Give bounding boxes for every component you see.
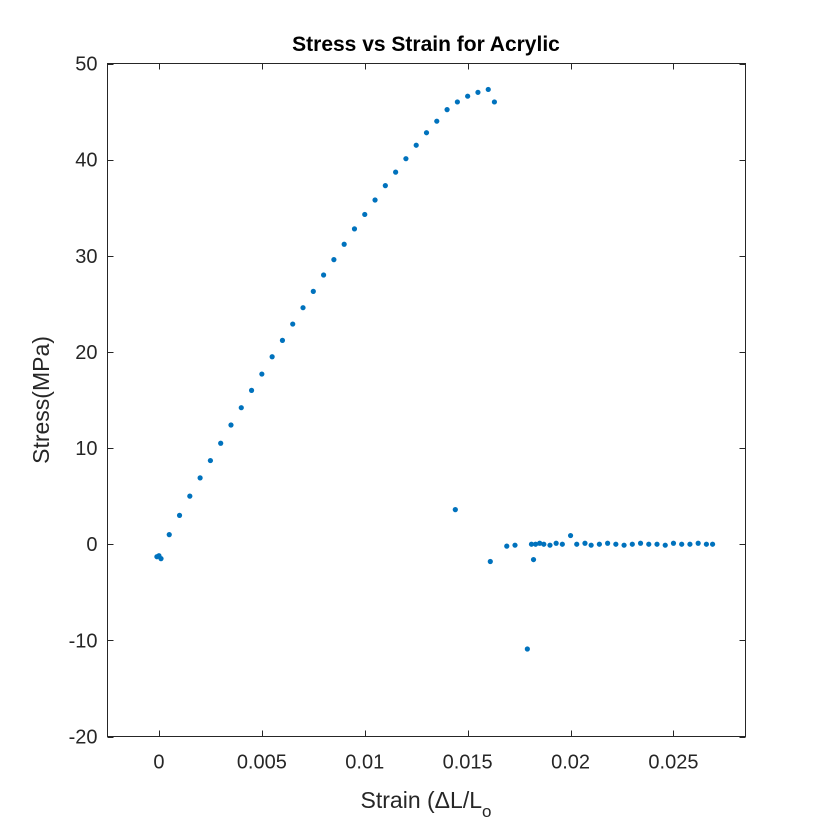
data-point [341, 241, 347, 247]
x-tick-label: 0.01 [345, 752, 384, 774]
data-point [621, 542, 627, 548]
data-point [269, 354, 275, 360]
x-axis-label-subscript: o [482, 802, 491, 821]
data-point [154, 554, 160, 560]
data-point [300, 305, 306, 311]
data-point [465, 93, 471, 99]
x-axis-label-main: Strain (ΔL/L [361, 787, 483, 813]
data-point [537, 540, 543, 546]
data-point [662, 542, 668, 548]
data-point [637, 540, 644, 546]
data-point [331, 257, 337, 263]
data-point [290, 321, 296, 327]
data-point [362, 211, 368, 218]
data-point [320, 272, 327, 278]
data-point [629, 541, 635, 547]
data-point [574, 541, 580, 547]
data-point [176, 512, 183, 518]
data-point [207, 457, 214, 464]
data-point [434, 118, 440, 124]
data-point [695, 540, 701, 546]
data-point [528, 541, 535, 547]
data-point [485, 86, 491, 93]
data-point [524, 646, 530, 652]
data-point [259, 371, 265, 377]
data-point [613, 541, 619, 547]
x-tick-label: 0 [153, 752, 164, 774]
y-tick-label: 20 [75, 342, 97, 364]
data-point [454, 99, 460, 105]
data-point [512, 542, 518, 548]
data-point [372, 197, 378, 203]
data-point [670, 540, 677, 546]
y-axis-ticks: -20 -10 0 10 20 30 40 50 [69, 54, 746, 749]
data-point [646, 541, 652, 547]
data-point [709, 541, 716, 547]
data-point [452, 507, 458, 513]
data-point [532, 541, 539, 547]
data-point [487, 558, 493, 565]
data-point [605, 540, 611, 546]
data-point [553, 540, 559, 546]
data-point [444, 107, 450, 113]
data-point [279, 337, 286, 343]
y-tick-label: 40 [75, 150, 97, 172]
data-point [158, 556, 164, 562]
y-tick-label: 0 [86, 534, 97, 556]
data-point [413, 142, 419, 148]
data-point [248, 387, 255, 393]
data-point [393, 169, 399, 175]
data-point [588, 542, 594, 548]
plot-box [107, 63, 746, 737]
y-tick-label: 50 [75, 54, 97, 76]
x-tick-label: 0.015 [443, 752, 493, 774]
data-point [504, 543, 510, 549]
data-point [530, 556, 537, 563]
x-axis-ticks: 0 0.005 0.01 0.015 0.02 0.025 [153, 63, 698, 774]
x-tick-label: 0.02 [551, 752, 590, 774]
y-axis-label: Stress(MPa) [28, 336, 54, 464]
data-point [403, 156, 409, 162]
data-point [687, 541, 693, 547]
y-tick-label: 30 [75, 246, 97, 268]
x-tick-label: 0.025 [648, 752, 698, 774]
y-tick-label: 10 [75, 438, 97, 460]
data-point [679, 541, 685, 547]
y-tick-label: -10 [69, 630, 98, 652]
data-point [541, 541, 547, 547]
data-point [703, 541, 709, 547]
data-point [197, 475, 203, 481]
data-point [166, 532, 172, 538]
data-point [582, 540, 588, 546]
x-tick-label: 0.005 [237, 752, 287, 774]
data-point [238, 405, 244, 411]
data-point [187, 493, 193, 499]
data-points [154, 86, 716, 652]
data-point [218, 440, 224, 446]
data-point [491, 99, 498, 105]
data-point [547, 542, 553, 548]
data-point [423, 130, 430, 136]
data-point [382, 183, 388, 189]
data-point [567, 532, 574, 539]
chart-title: Stress vs Strain for Acrylic [292, 33, 560, 56]
data-point [475, 89, 481, 95]
data-point [654, 541, 660, 547]
x-axis-label: Strain (ΔL/Lo [361, 787, 492, 821]
data-point [228, 422, 234, 428]
data-point [596, 541, 602, 547]
data-point [351, 226, 358, 232]
data-point [310, 288, 316, 294]
data-point [559, 541, 565, 547]
y-tick-label: -20 [69, 727, 98, 749]
